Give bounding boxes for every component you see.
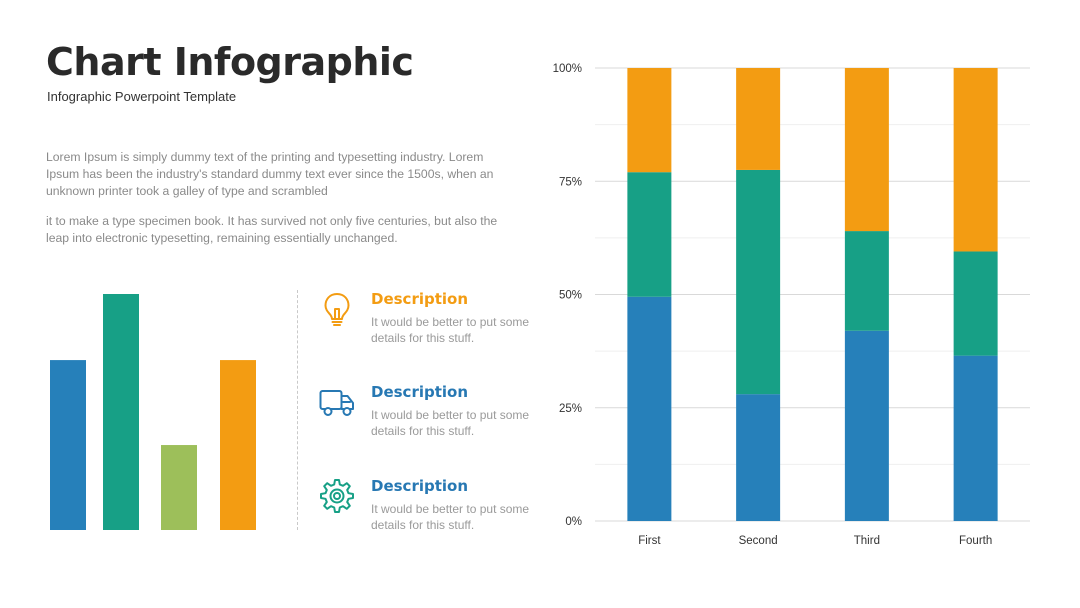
mini-bar-3	[161, 445, 197, 530]
bar-segment-first-3	[627, 68, 672, 173]
description-text: It would be better to put some details f…	[371, 315, 530, 345]
page-title: Chart Infographic	[46, 40, 414, 84]
description-title: Description	[371, 477, 469, 495]
bar-segment-first-2	[627, 172, 672, 297]
description-text: It would be better to put some details f…	[371, 502, 530, 532]
description-item-2: Description It would be better to put so…	[318, 383, 530, 443]
y-tick-label: 75%	[559, 176, 582, 188]
mini-bar-chart	[50, 294, 256, 530]
y-tick-label: 50%	[559, 290, 582, 302]
page-subtitle: Infographic Powerpoint Template	[47, 89, 237, 104]
bar-segment-second-1	[736, 394, 781, 521]
body-paragraph-2: it to make a type specimen book. It has …	[46, 214, 498, 245]
x-tick-label: Fourth	[959, 535, 992, 547]
description-text: It would be better to put some details f…	[371, 408, 530, 438]
dashed-divider	[297, 290, 298, 530]
mini-bar-4	[220, 360, 256, 530]
mini-bar-2	[103, 294, 139, 530]
description-title: Description	[371, 290, 469, 308]
y-tick-label: 100%	[553, 63, 582, 75]
bar-segment-first-1	[627, 296, 672, 521]
x-tick-label: Second	[739, 535, 778, 547]
description-title: Description	[371, 383, 469, 401]
bar-segment-third-1	[844, 330, 889, 521]
bar-segment-second-3	[736, 68, 781, 170]
bar-segment-fourth-2	[953, 251, 998, 356]
lightbulb-icon	[324, 293, 350, 326]
body-paragraph-1: Lorem Ipsum is simply dummy text of the …	[46, 150, 494, 198]
bar-segment-third-3	[844, 68, 889, 232]
bar-segment-fourth-3	[953, 68, 998, 252]
y-tick-label: 0%	[565, 516, 582, 528]
y-tick-label: 25%	[559, 403, 582, 415]
truck-icon	[319, 390, 354, 416]
stacked-bar-chart: 0% 25% 50% 75% 100% First Second Third Fourth	[553, 63, 1030, 547]
mini-bar-1	[50, 360, 86, 530]
bar-segment-third-2	[844, 231, 889, 331]
bar-segment-fourth-1	[953, 355, 998, 521]
x-tick-label: Third	[854, 535, 880, 547]
description-item-1: Description It would be better to put so…	[318, 290, 530, 350]
gear-icon	[320, 479, 354, 513]
x-tick-label: First	[638, 535, 661, 547]
bar-segment-second-2	[736, 169, 781, 395]
description-item-3: Description It would be better to put so…	[318, 477, 530, 537]
